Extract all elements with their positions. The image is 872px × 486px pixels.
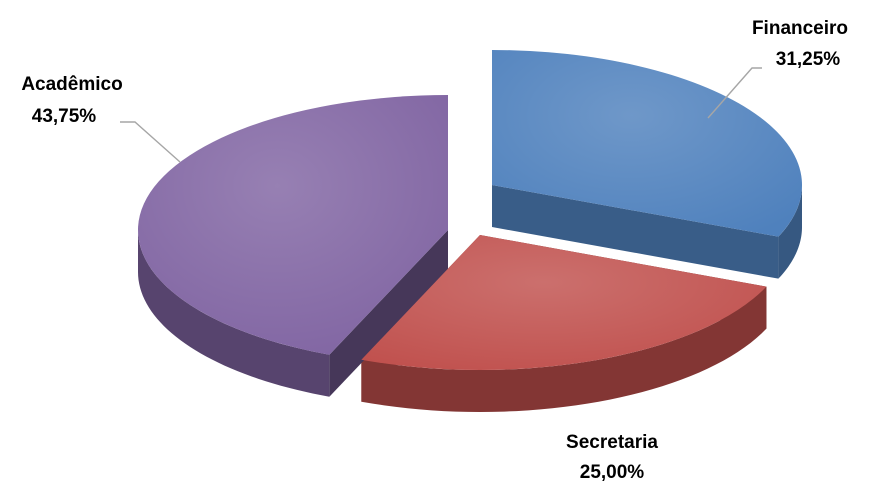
pie-slice-highlight [492, 50, 802, 237]
slice-label-name: Financeiro [752, 18, 848, 39]
pie-tops [138, 50, 802, 370]
leader-line-1 [707, 67, 762, 119]
slice-outer-wall [778, 185, 802, 279]
pie-slice-side-1 [492, 185, 802, 279]
leader-lines [120, 67, 762, 163]
pie-slice-highlight [138, 95, 449, 355]
slice-radial-wall [492, 185, 779, 279]
slice-label-percent: 43,75% [32, 106, 97, 127]
slice-label-name: Acadêmico [21, 74, 122, 95]
slice-outer-wall [361, 286, 767, 412]
pie-slice-side-3 [138, 230, 448, 397]
slice-radial-wall [329, 230, 448, 397]
slice-label-name: Secretaria [566, 432, 658, 453]
leader-line-3 [120, 121, 181, 163]
slice-label-percent: 25,00% [580, 462, 645, 483]
slice-outer-wall [138, 230, 330, 397]
pie-slice-highlight [361, 235, 767, 370]
data-labels: Financeiro 31,25% Secretaria 25,00% Acadêmic… [21, 18, 848, 483]
slice-label-percent: 31,25% [776, 49, 841, 70]
